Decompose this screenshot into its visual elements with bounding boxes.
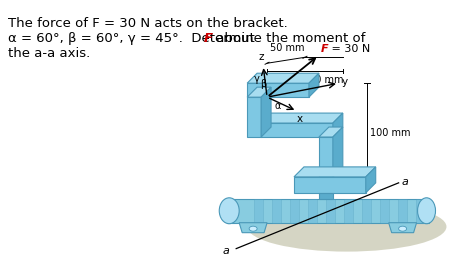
Polygon shape: [344, 199, 353, 223]
Polygon shape: [290, 199, 299, 223]
Polygon shape: [326, 199, 335, 223]
Text: 100 mm: 100 mm: [302, 75, 343, 85]
Polygon shape: [261, 123, 333, 137]
Polygon shape: [261, 113, 343, 123]
Polygon shape: [227, 199, 428, 223]
Text: F: F: [203, 32, 212, 45]
Text: The force of F = 30 N acts on the bracket.: The force of F = 30 N acts on the bracke…: [8, 17, 288, 31]
Text: 50 mm: 50 mm: [270, 43, 304, 53]
Text: α = 60°, β = 60°, γ = 45°.  Determine the moment of: α = 60°, β = 60°, γ = 45°. Determine the…: [8, 32, 370, 45]
Text: z: z: [258, 52, 264, 62]
Polygon shape: [380, 199, 389, 223]
Polygon shape: [294, 167, 376, 177]
Polygon shape: [254, 199, 263, 223]
Ellipse shape: [249, 226, 257, 231]
Ellipse shape: [418, 198, 436, 224]
Text: β: β: [260, 79, 266, 89]
Polygon shape: [362, 199, 371, 223]
Text: a: a: [401, 177, 409, 187]
Polygon shape: [261, 87, 271, 137]
Polygon shape: [247, 87, 271, 97]
Polygon shape: [319, 193, 333, 199]
Text: about: about: [212, 32, 255, 45]
Polygon shape: [247, 97, 261, 137]
Polygon shape: [366, 167, 376, 193]
Ellipse shape: [399, 226, 407, 231]
Ellipse shape: [247, 202, 447, 252]
Polygon shape: [247, 73, 319, 83]
Polygon shape: [416, 199, 425, 223]
Text: the a-a axis.: the a-a axis.: [8, 47, 90, 60]
Polygon shape: [398, 199, 407, 223]
Polygon shape: [333, 113, 343, 137]
Text: 100 mm: 100 mm: [370, 128, 410, 138]
Polygon shape: [294, 177, 366, 193]
Text: y: y: [342, 77, 348, 87]
Polygon shape: [239, 223, 267, 233]
Polygon shape: [319, 127, 343, 137]
Polygon shape: [309, 73, 319, 97]
Text: = 30 N: = 30 N: [328, 44, 370, 54]
Polygon shape: [319, 137, 333, 177]
Polygon shape: [389, 223, 417, 233]
Text: α: α: [274, 101, 281, 111]
Text: γ: γ: [254, 74, 260, 84]
Text: a: a: [222, 246, 229, 255]
Polygon shape: [247, 83, 309, 97]
Text: F: F: [321, 44, 328, 54]
Text: x: x: [297, 114, 303, 124]
Polygon shape: [308, 199, 317, 223]
Polygon shape: [333, 127, 343, 177]
Ellipse shape: [219, 198, 239, 224]
Polygon shape: [272, 199, 281, 223]
